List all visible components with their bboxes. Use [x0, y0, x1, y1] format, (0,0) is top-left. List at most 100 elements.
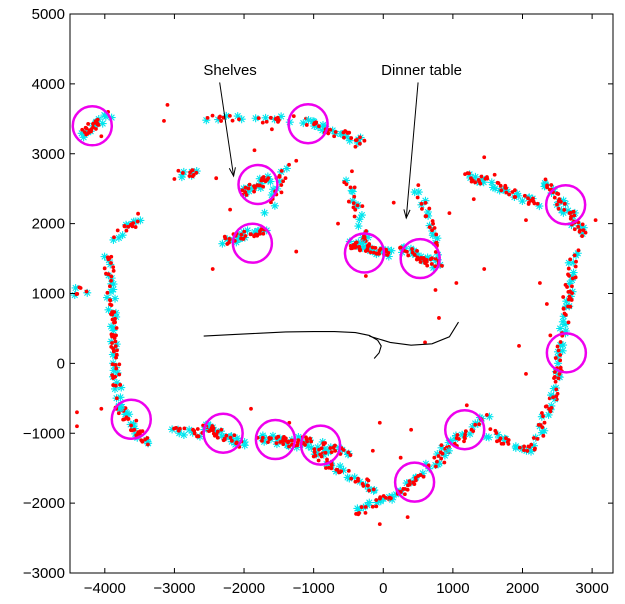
cyan-star-marker [112, 312, 121, 321]
red-point-outlier [482, 267, 487, 271]
cyan-star-marker [499, 185, 508, 194]
red-point [366, 483, 370, 488]
cyan-star-marker [307, 443, 316, 452]
cyan-star-marker [466, 429, 475, 438]
red-point [326, 131, 331, 136]
cyan-star-marker [491, 184, 500, 193]
red-point [543, 404, 548, 409]
red-point [279, 183, 284, 187]
red-point [368, 250, 373, 255]
cyan-star-marker [471, 172, 480, 181]
red-point [190, 168, 195, 173]
red-point [333, 130, 338, 134]
x-tick-label: 1000 [436, 580, 469, 597]
red-point [463, 172, 467, 177]
red-point [243, 234, 248, 238]
red-point [517, 445, 522, 450]
cyan-star-marker [458, 430, 467, 439]
cyan-star-marker [569, 258, 578, 267]
cyan-star-marker [353, 138, 362, 147]
red-point [115, 228, 120, 233]
red-point [580, 222, 585, 227]
red-point-outlier [517, 344, 521, 348]
red-point [573, 264, 578, 269]
cyan-star-marker [260, 437, 269, 446]
red-point [572, 253, 577, 258]
red-point [114, 326, 119, 330]
red-point [347, 130, 352, 135]
cyan-star-marker [109, 366, 118, 375]
cyan-star-marker [103, 293, 112, 302]
red-point-outlier [294, 158, 299, 163]
red-point [479, 174, 484, 179]
red-point [411, 480, 416, 485]
red-point [378, 496, 382, 501]
red-point [247, 182, 252, 187]
cyan-star-marker [320, 444, 329, 453]
red-point [217, 115, 222, 120]
red-point [75, 291, 80, 296]
red-point [118, 382, 123, 387]
cyan-star-marker [275, 434, 284, 443]
red-point [143, 437, 148, 442]
red-point [363, 239, 368, 244]
red-point [95, 121, 100, 126]
red-point-outlier [391, 200, 396, 205]
red-point-outlier [99, 134, 104, 139]
red-point [112, 235, 116, 240]
cyan-star-marker [562, 302, 571, 311]
red-point [522, 448, 526, 453]
cyan-star-marker [234, 232, 243, 241]
y-tick-label: −2000 [23, 495, 65, 512]
red-point [538, 423, 543, 427]
cyan-star-marker [188, 428, 197, 437]
red-point [341, 130, 346, 135]
circles-layer [71, 102, 588, 503]
red-point [312, 122, 316, 127]
red-point [559, 199, 563, 204]
plot-frame [69, 13, 614, 574]
red-point [378, 246, 383, 251]
red-point [295, 443, 300, 448]
red-point [365, 248, 370, 253]
red-point [249, 232, 253, 237]
red-point [176, 168, 181, 173]
cyan-star-marker [376, 497, 385, 506]
red-point [105, 290, 110, 295]
red-point-outlier [433, 288, 438, 292]
red-point [80, 127, 85, 132]
cyan-star-marker [431, 256, 440, 265]
red-point-outlier [544, 302, 549, 306]
cyan-star-marker [388, 492, 397, 501]
red-point [554, 394, 559, 399]
cyan-star-marker [292, 443, 301, 452]
cyan-star-marker [185, 425, 194, 434]
red-point [240, 188, 245, 193]
red-point-outlier [99, 406, 104, 411]
red-point [476, 177, 481, 182]
y-tick-label: 1000 [32, 286, 65, 303]
red-point [504, 190, 509, 195]
red-point [194, 170, 199, 175]
cyan-star-marker [537, 428, 546, 437]
red-point [436, 454, 441, 458]
red-point [454, 436, 459, 441]
red-point [174, 425, 178, 430]
red-point [526, 196, 530, 201]
x-tick-label: −4000 [84, 580, 126, 597]
red-point [498, 183, 503, 188]
red-point [471, 429, 476, 434]
red-point-outlier [398, 455, 403, 460]
red-point [433, 256, 438, 261]
red-point [361, 484, 366, 488]
red-point [442, 460, 447, 465]
cyan-star-marker [143, 437, 152, 446]
red-point [398, 245, 402, 250]
red-point [558, 340, 563, 344]
cyan-star-marker [268, 431, 277, 440]
red-point [574, 259, 578, 264]
red-point [134, 418, 139, 423]
cyan-star-marker [489, 183, 498, 192]
cyan-star-marker [433, 234, 442, 243]
red-point-outlier [75, 424, 79, 429]
